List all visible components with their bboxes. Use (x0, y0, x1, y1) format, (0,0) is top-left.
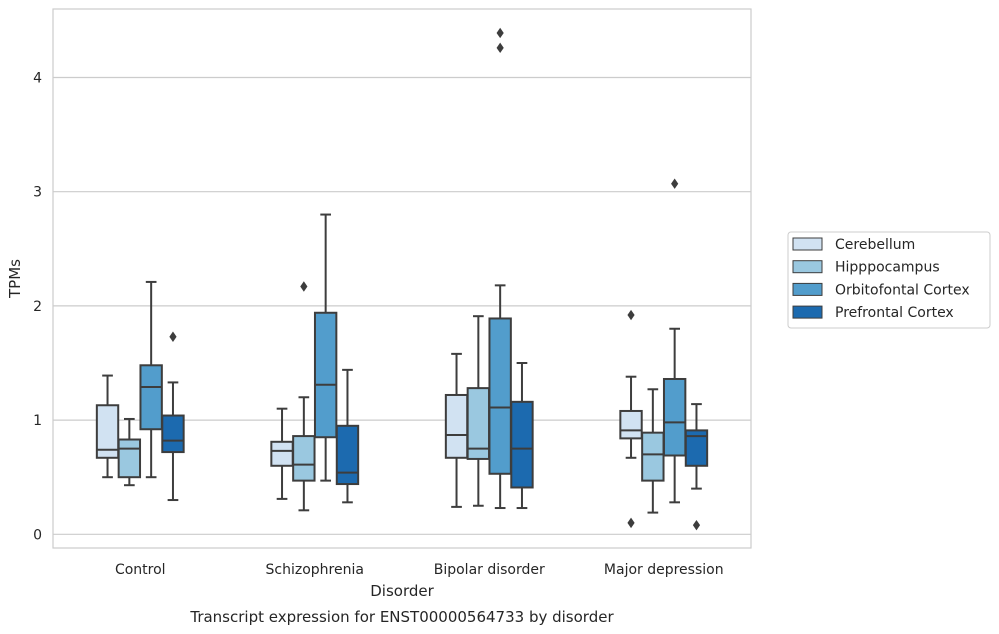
box-body (684, 429, 709, 467)
box-1-2 (313, 213, 338, 482)
box-3-2 (662, 178, 687, 504)
box-0-3 (161, 331, 185, 502)
y-axis-ticks: 0 1 2 3 4 (33, 71, 42, 544)
box-3-3 (684, 403, 709, 531)
box-2-2 (488, 27, 512, 510)
box-2-3 (510, 362, 534, 510)
x-axis-label: Disorder (370, 582, 434, 600)
x-tick-label: Control (115, 562, 166, 578)
legend-item: Prefrontal Cortex (792, 305, 954, 321)
x-tick-label: Major depression (604, 562, 724, 578)
box-body (488, 317, 512, 475)
box-body (117, 438, 142, 479)
box-body (335, 424, 360, 486)
outlier-point (627, 517, 635, 529)
outlier-point (300, 281, 308, 292)
x-tick-label: Schizophrenia (266, 562, 364, 578)
outlier-point (627, 309, 635, 321)
outlier-point (671, 178, 679, 189)
y-axis-label: TPMs (6, 259, 24, 299)
x-tick-label: Bipolar disorder (434, 562, 545, 578)
y-tick-label: 4 (33, 71, 42, 87)
legend-swatch (792, 305, 823, 319)
box-0-1 (117, 417, 142, 487)
box-body (662, 377, 687, 457)
box-0-0 (95, 374, 120, 479)
box-1-3 (335, 368, 360, 504)
y-tick-label: 3 (33, 185, 42, 201)
plot-frame (52, 8, 752, 549)
legend-label: Cerebellum (835, 237, 915, 253)
y-tick-label: 0 (33, 527, 42, 543)
legend: Cerebellum Hipppocampus Orbitofontal Corte… (787, 231, 991, 329)
outlier-point (692, 519, 701, 531)
outlier-point (169, 331, 177, 342)
box-body (444, 393, 469, 459)
box-3-0 (619, 309, 643, 529)
legend-label: Orbitofontal Cortex (835, 282, 970, 298)
box-body (641, 431, 665, 482)
outlier-point (496, 42, 504, 54)
legend-item: Hipppocampus (792, 260, 940, 276)
legend-frame (787, 231, 991, 329)
y-tick-label: 1 (33, 413, 42, 429)
box-body (292, 435, 316, 482)
box-3-1 (641, 388, 665, 514)
box-body (270, 440, 294, 467)
legend-swatch (792, 260, 823, 274)
box-1-1 (292, 281, 316, 512)
x-axis-ticks: Control Schizophrenia Bipolar disorder Majo… (115, 562, 724, 578)
outlier-point (496, 27, 504, 39)
box-body (619, 409, 643, 440)
box-body (161, 414, 185, 454)
chart-title: Transcript expression for ENST0000056473… (189, 608, 614, 626)
y-tick-label: 2 (33, 299, 42, 315)
legend-item: Orbitofontal Cortex (792, 282, 970, 298)
legend-label: Hipppocampus (835, 260, 940, 276)
box-0-2 (139, 280, 163, 479)
legend-label: Prefrontal Cortex (835, 305, 954, 321)
boxes (95, 27, 709, 531)
legend-item: Cerebellum (792, 237, 915, 253)
legend-swatch (792, 237, 823, 251)
box-1-0 (270, 407, 294, 500)
box-body (139, 364, 163, 431)
box-2-1 (466, 315, 491, 507)
box-body (510, 400, 534, 489)
legend-swatch (792, 282, 823, 296)
box-body (95, 404, 120, 459)
box-body (313, 311, 338, 439)
box-2-0 (444, 352, 469, 508)
